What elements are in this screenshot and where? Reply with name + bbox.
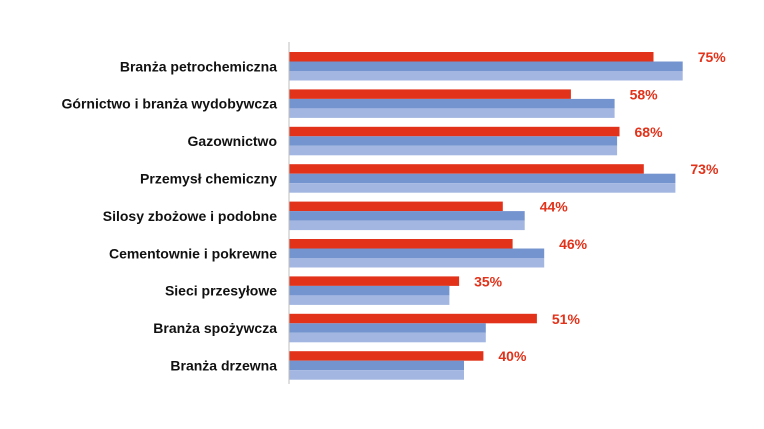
bar-series2-8 <box>289 323 486 333</box>
value-label: 40% <box>498 348 527 364</box>
value-label: 46% <box>559 236 588 252</box>
category-label: Branża petrochemiczna <box>120 58 277 74</box>
bar-series1-8 <box>289 313 537 324</box>
category-labels-group: Branża petrochemiczna Górnictwo i branża … <box>62 58 278 373</box>
bar-series2-6 <box>289 248 545 258</box>
category-label: Gazownictwo <box>188 133 277 149</box>
bar-series1-4 <box>289 164 644 174</box>
value-label: 75% <box>698 49 727 65</box>
bar-series2-2 <box>289 98 615 109</box>
bar-series2-9 <box>289 360 464 371</box>
bar-series2-7 <box>289 285 450 296</box>
bar-series1-5 <box>289 201 503 212</box>
category-label: Sieci przesyłowe <box>165 283 277 299</box>
value-label: 51% <box>552 311 581 327</box>
bar-series3-3 <box>289 145 618 156</box>
value-label: 35% <box>474 273 503 289</box>
value-label: 73% <box>690 161 719 177</box>
bar-series1-1 <box>289 52 654 62</box>
bar-series1-3 <box>289 126 620 137</box>
category-label: Cementownie i pokrewne <box>109 245 277 261</box>
value-label: 58% <box>630 86 659 102</box>
bar-series1-6 <box>289 239 513 249</box>
bar-series2-4 <box>289 173 676 184</box>
bar-series3-8 <box>289 332 486 343</box>
bar-series3-7 <box>289 295 450 305</box>
category-label: Górnictwo i branża wydobywcza <box>62 96 278 112</box>
bar-series1-9 <box>289 351 484 361</box>
bar-series3-5 <box>289 220 525 231</box>
bars-group <box>289 52 683 380</box>
bar-series2-3 <box>289 136 618 146</box>
category-label: Branża drzewna <box>170 357 277 373</box>
bar-series3-1 <box>289 71 683 81</box>
bar-series3-9 <box>289 370 464 380</box>
bar-series3-4 <box>289 183 676 193</box>
bar-series1-2 <box>289 89 571 99</box>
bar-series3-2 <box>289 108 615 118</box>
bar-series2-5 <box>289 211 525 221</box>
category-label: Branża spożywcza <box>153 320 277 336</box>
bar-series2-1 <box>289 61 683 71</box>
value-label: 44% <box>540 199 569 215</box>
value-label: 68% <box>635 124 664 140</box>
category-label: Silosy zbożowe i podobne <box>103 208 277 224</box>
category-label: Przemysł chemiczny <box>140 170 277 186</box>
bar-series1-7 <box>289 276 460 286</box>
value-labels-group: 75% 58% 68% 73% 44% 46% 35% 51% 40% <box>474 49 726 364</box>
bar-series3-6 <box>289 258 545 268</box>
